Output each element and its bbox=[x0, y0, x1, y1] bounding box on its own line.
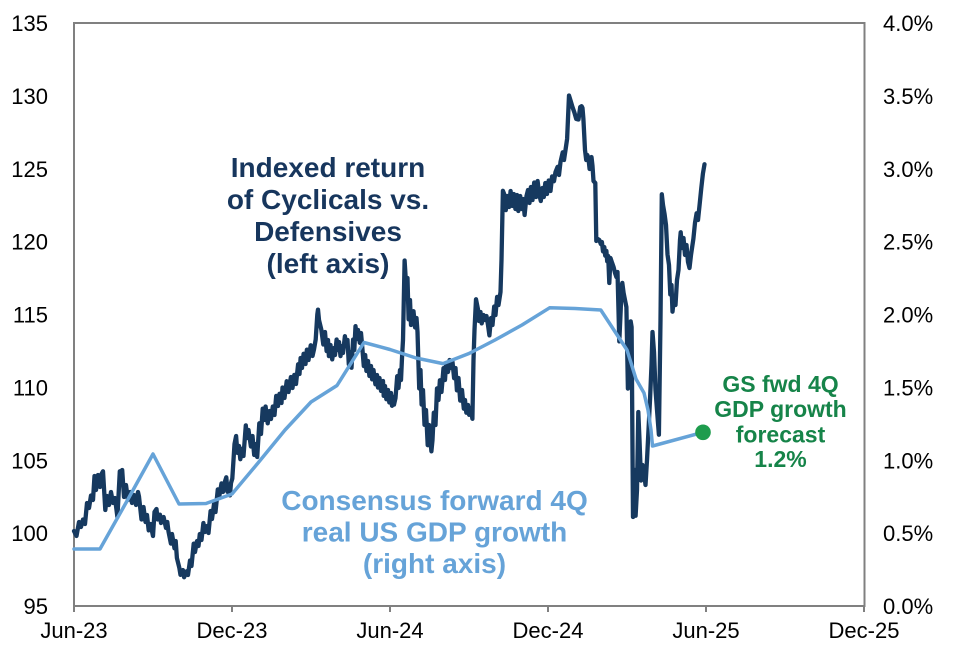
svg-text:1.2%: 1.2% bbox=[754, 446, 806, 472]
svg-text:1.5%: 1.5% bbox=[883, 375, 933, 400]
svg-text:Defensives: Defensives bbox=[254, 216, 402, 247]
svg-text:GDP growth: GDP growth bbox=[714, 396, 846, 422]
svg-text:105: 105 bbox=[11, 448, 48, 473]
svg-text:Indexed return: Indexed return bbox=[231, 152, 425, 183]
svg-text:Consensus forward 4Q: Consensus forward 4Q bbox=[281, 485, 588, 516]
svg-text:0.0%: 0.0% bbox=[883, 594, 933, 619]
svg-text:(right axis): (right axis) bbox=[363, 548, 506, 579]
svg-text:Dec-24: Dec-24 bbox=[513, 618, 584, 643]
svg-text:3.0%: 3.0% bbox=[883, 157, 933, 182]
svg-text:3.5%: 3.5% bbox=[883, 84, 933, 109]
svg-text:1.0%: 1.0% bbox=[883, 448, 933, 473]
svg-text:Jun-25: Jun-25 bbox=[672, 618, 739, 643]
svg-text:95: 95 bbox=[24, 594, 48, 619]
svg-text:135: 135 bbox=[11, 11, 48, 36]
svg-text:Dec-23: Dec-23 bbox=[197, 618, 268, 643]
svg-text:125: 125 bbox=[11, 157, 48, 182]
svg-text:115: 115 bbox=[13, 303, 48, 328]
svg-text:130: 130 bbox=[11, 84, 48, 109]
svg-text:real US GDP growth: real US GDP growth bbox=[302, 517, 568, 548]
svg-text:110: 110 bbox=[13, 375, 48, 400]
svg-text:forecast: forecast bbox=[736, 421, 826, 447]
svg-text:(left axis): (left axis) bbox=[267, 248, 390, 279]
svg-text:of Cyclicals vs.: of Cyclicals vs. bbox=[227, 184, 429, 215]
svg-text:2.5%: 2.5% bbox=[883, 230, 933, 255]
svg-text:0.5%: 0.5% bbox=[883, 521, 933, 546]
svg-text:Jun-23: Jun-23 bbox=[40, 618, 107, 643]
svg-text:GS fwd 4Q: GS fwd 4Q bbox=[722, 371, 838, 397]
svg-text:2.0%: 2.0% bbox=[883, 303, 933, 328]
svg-text:Dec-25: Dec-25 bbox=[829, 618, 900, 643]
svg-text:4.0%: 4.0% bbox=[883, 11, 933, 36]
svg-text:Jun-24: Jun-24 bbox=[356, 618, 423, 643]
svg-text:100: 100 bbox=[11, 521, 48, 546]
svg-text:120: 120 bbox=[11, 230, 48, 255]
